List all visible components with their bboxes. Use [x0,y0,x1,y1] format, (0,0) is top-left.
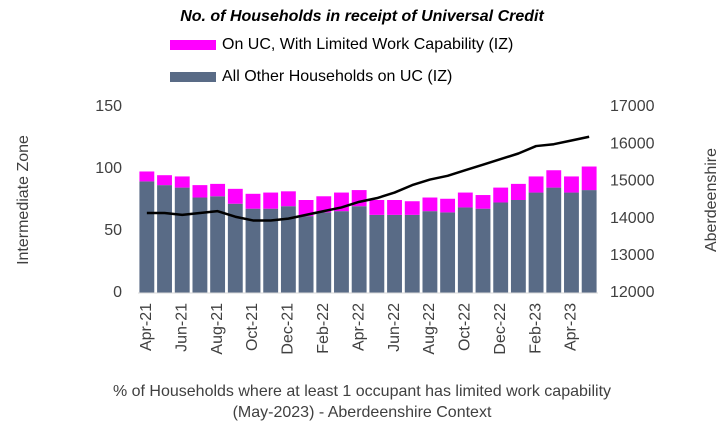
chart-title: No. of Households in receipt of Universa… [180,8,544,25]
y2-tick-label: 12000 [610,284,655,301]
y-tick-label: 100 [95,160,122,177]
bar [369,214,385,293]
bar [157,175,172,186]
bar [192,185,208,198]
y-axis-label: Intermediate Zone [15,135,32,265]
bar [528,192,544,293]
bar [174,187,190,293]
bar [210,196,226,293]
x-tick-label: Apr-22 [350,303,367,351]
x-tick-label: Jun-22 [386,303,403,352]
bar [387,214,402,293]
bar [316,212,332,293]
x-axis-label: (May-2023) - Aberdeenshire Context [233,404,492,421]
bar [510,183,526,200]
bar [227,188,243,204]
bar [298,216,314,293]
legend-label: On UC, With Limited Work Capability (IZ) [222,36,513,53]
bar [510,200,526,293]
bar [422,211,438,293]
bar [404,214,420,293]
y2-tick-label: 14000 [610,210,655,227]
x-axis-label: % of Households where at least 1 occupan… [113,383,611,400]
bar [528,176,544,193]
bar [298,200,314,217]
bar [351,206,367,293]
x-tick-label: Oct-21 [244,303,261,351]
y2-tick-label: 16000 [610,135,655,152]
bar [245,193,261,209]
bar [564,176,579,193]
bar [440,212,456,293]
y-tick-label: 50 [104,222,122,239]
bar [546,170,562,188]
bar [581,190,597,293]
bar [245,208,261,293]
bar [192,197,208,293]
x-tick-label: Dec-22 [492,303,509,355]
y2-tick-label: 15000 [610,173,655,190]
bar [280,191,296,207]
y2-tick-label: 17000 [610,98,655,115]
bar [493,202,509,293]
x-tick-label: Feb-22 [315,303,332,354]
legend-swatch [170,40,216,50]
bar [457,192,473,208]
bar [475,208,491,293]
bar [404,201,420,215]
bar [546,187,562,293]
bar [157,185,172,293]
bar [369,200,385,215]
bar [263,208,279,293]
y-tick-label: 150 [95,98,122,115]
x-tick-label: Feb-23 [527,303,544,354]
bar [139,181,155,293]
bar [263,192,279,209]
bar [139,171,155,182]
bar [280,206,296,293]
x-tick-label: Aug-22 [421,303,438,355]
bar [387,200,402,215]
x-tick-label: Oct-22 [457,303,474,351]
x-tick-label: Aug-21 [209,303,226,355]
x-tick-label: Dec-21 [280,303,297,355]
bar [227,203,243,293]
bar [440,198,456,213]
x-tick-label: Apr-23 [563,303,580,351]
legend-swatch [170,72,216,82]
bar [174,176,190,188]
y2-tick-label: 13000 [610,247,655,264]
line [146,135,590,222]
bar [316,196,332,213]
bar [334,211,349,293]
bar [475,195,491,209]
bar [457,207,473,293]
y-tick-label: 0 [113,284,122,301]
x-tick-label: Apr-21 [138,303,155,351]
legend-label: All Other Households on UC (IZ) [222,68,452,85]
bar [422,197,438,212]
bar [493,187,509,203]
bar [210,183,226,197]
y2-axis-label: Aberdeenshire [703,148,720,252]
x-tick-label: Jun-21 [173,303,190,352]
bar [581,166,597,191]
bar [564,192,579,293]
